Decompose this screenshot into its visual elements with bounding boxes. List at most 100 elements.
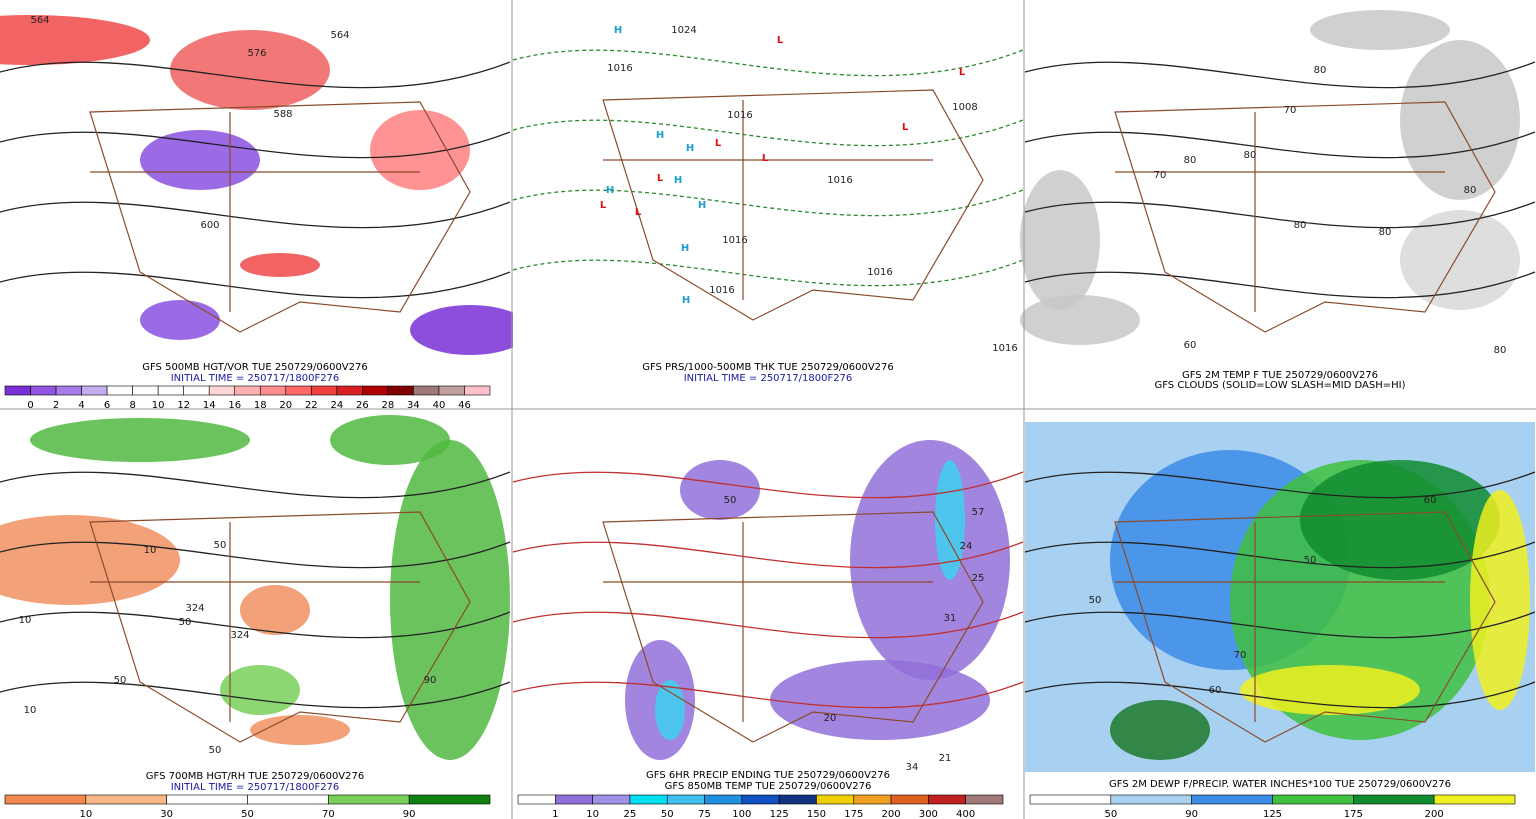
contour [512,189,1024,217]
map-label: 90 [424,675,437,686]
contour [0,271,511,299]
map-label: L [902,122,909,133]
colorbar-label: 200 [882,809,901,819]
map-label: 50 [179,617,192,628]
subcaption: GFS 850MB TEMP TUE 250729/0600V276 [665,781,872,792]
map-label: 1016 [827,175,852,186]
colorbar-segment [1353,794,1435,805]
colorbar-label: 300 [919,809,938,819]
colorbar-label: 10 [586,809,599,819]
map-shading [1240,665,1420,715]
map-label: 324 [230,630,249,641]
colorbar-segment [1191,794,1273,805]
map-label: 57 [972,507,985,518]
map-label: 80 [1314,65,1327,76]
map-label: 1024 [671,25,696,36]
colorbar-segment [928,794,966,805]
caption: GFS 500MB HGT/VOR TUE 250729/0600V276 [142,362,368,373]
map-label: 31 [944,613,957,624]
colorbar-segment [1433,794,1516,805]
boundary [89,101,471,333]
colorbar-segment [259,385,287,396]
colorbar-segment [234,385,261,396]
map-label: H [606,185,614,196]
colorbar-label: 26 [356,400,369,411]
map-shading [0,15,150,65]
contour [512,541,1024,569]
caption: GFS 700MB HGT/RH TUE 250729/0600V276 [146,771,365,782]
colorbar-segment [4,385,31,396]
colorbar-segment [85,794,167,805]
colorbar-segment [741,794,780,805]
contour [1024,681,1536,709]
colorbar-label: 25 [624,809,637,819]
map-shading [680,460,760,520]
map-shading [140,130,260,190]
map-label: L [762,153,769,164]
colorbar-label: 150 [807,809,826,819]
colorbar-label: 4 [78,400,84,411]
contour [1024,541,1536,569]
map-label: 60 [1424,495,1437,506]
colorbar-label: 12 [177,400,190,411]
map-label: 1016 [722,235,747,246]
contour [1024,611,1536,639]
colorbar-label: 16 [228,400,241,411]
map-shading [170,30,330,110]
map-label: 70 [1154,170,1167,181]
colorbar-label: 200 [1425,809,1444,819]
map-label: H [682,295,690,306]
contour [1024,131,1536,159]
colorbar-label: 46 [458,400,471,411]
map-label: H [681,243,689,254]
map-label: L [635,207,642,218]
map-label: 576 [247,48,266,59]
map-shading [410,305,530,355]
map-shading [1310,10,1450,50]
map-label: 1016 [607,63,632,74]
map-label: L [777,35,784,46]
subcaption: INITIAL TIME = 250717/1800F276 [171,373,340,384]
colorbar-segment [166,794,248,805]
map-label: H [674,175,682,186]
colorbar-label: 6 [104,400,110,411]
map-label: H [614,25,622,36]
colorbar-label: 14 [203,400,216,411]
colorbar-label: 20 [279,400,292,411]
colorbar-label: 18 [254,400,267,411]
colorbar-segment [328,794,410,805]
colorbar-segment [55,385,82,396]
map-shading [240,585,310,635]
colorbar-segment [778,794,817,805]
map-label: 21 [939,753,952,764]
map-label: 50 [114,675,127,686]
map-label: H [656,130,664,141]
colorbar-segment [81,385,108,396]
colorbar-label: 34 [407,400,420,411]
subcaption: GFS CLOUDS (SOLID=LOW SLASH=MID DASH=HI) [1154,380,1405,391]
colorbar-label: 28 [382,400,395,411]
map-shading [30,418,250,462]
contour [1024,471,1536,499]
caption: GFS PRS/1000-500MB THK TUE 250729/0600V2… [642,362,894,373]
map-label: 25 [972,573,985,584]
contour [1024,201,1536,229]
contour [0,471,511,499]
map-area [513,0,1023,362]
boundary [1114,101,1496,333]
colorbar-segment [438,385,465,396]
map-label: 80 [1294,220,1307,231]
colorbar-label: 75 [698,809,711,819]
map-label: 10 [19,615,32,626]
map-label: 80 [1464,185,1477,196]
colorbar-segment [853,794,892,805]
map-label: 80 [1379,227,1392,238]
contour [512,611,1024,639]
colorbar-segment [666,794,705,805]
colorbar-segment [408,794,491,805]
colorbar-label: 2 [53,400,59,411]
map-label: 10 [24,705,37,716]
map-shading [370,110,470,190]
